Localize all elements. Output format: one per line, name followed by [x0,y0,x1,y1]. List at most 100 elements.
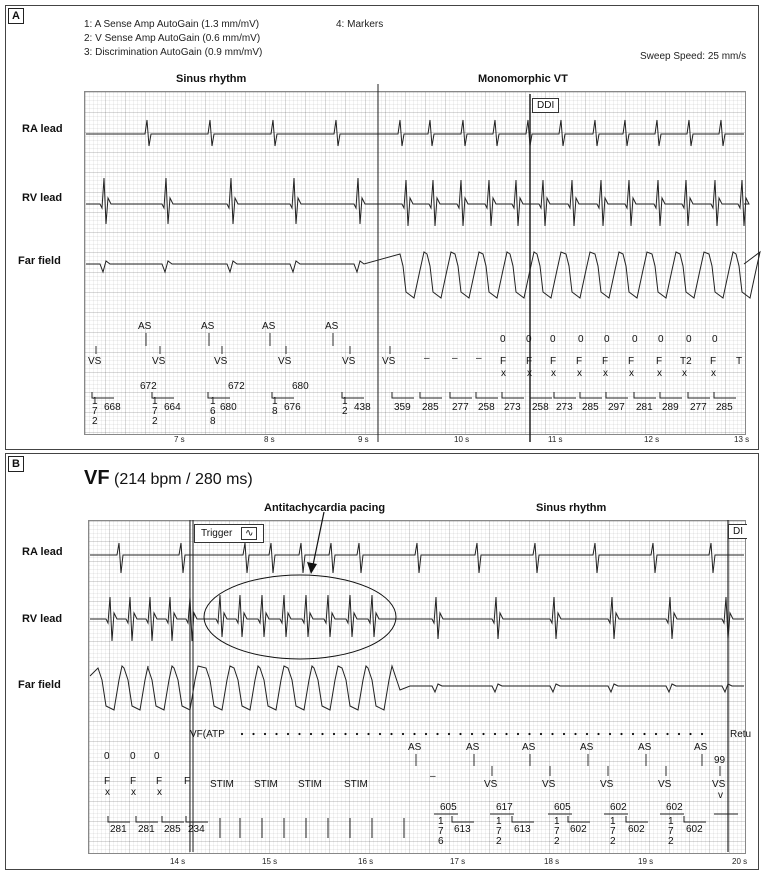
interval-bracket-bottom [511,816,534,823]
lead-label-far-field-b: Far field [18,679,61,691]
interval-stack: 8 [210,416,216,427]
interval-stack: 7 [152,406,158,417]
vf-atp-dot [482,732,485,736]
interval-top: 680 [292,381,309,392]
x-marker: x [551,368,556,379]
interval-bracket [449,392,472,399]
x-marker: x [157,787,162,798]
lead-label-ra: RA lead [22,123,63,135]
vf-atp-dot [562,732,566,736]
x-marker: x [501,368,506,379]
x-marker: x [105,787,110,798]
time-tick-label: 13 s [734,435,749,444]
x-marker: x [682,368,687,379]
stim-marker: STIM [254,779,278,790]
stim-marker: STIM [298,779,322,790]
x-marker: x [603,368,608,379]
interval-stack: 7 [438,826,444,837]
return-label: Retu [730,729,751,740]
lead-label-rv-b: RV lead [22,613,63,625]
as-marker: AS [138,321,152,332]
lead-label-ra-b: RA lead [22,546,63,558]
zero-marker: 0 [658,334,664,345]
vs-marker: VS [542,779,556,790]
trigger-label: Trigger [201,528,233,539]
vf-atp-dot [275,732,278,736]
vf-atp-dot [378,732,382,736]
ecg-grid-b [88,520,746,854]
vs-marker: VS [712,779,726,790]
vf-atp-dot [620,732,623,736]
time-tick-label: 9 s [358,435,369,444]
vf-atp-dot [252,732,255,736]
vs-marker: VS [88,356,102,367]
vf-atp-dot [677,732,681,736]
interval-value: 297 [608,402,625,413]
interval-value: 664 [164,402,181,413]
vf-atp-dot [597,732,600,736]
interval-value: 676 [284,402,301,413]
interval-value: 234 [188,824,205,835]
as-marker: AS [638,742,652,753]
zero-marker: 0 [604,334,610,345]
zero-marker: 0 [632,334,638,345]
trace-rv-a [86,177,750,227]
interval-value: 273 [556,402,573,413]
vs-marker: VS [152,356,166,367]
atp-arrow-line [311,511,325,571]
legend-line-3: 3: Discrimination AutoGain (0.9 mm/mV) [84,47,263,58]
interval-bracket [271,392,294,399]
interval-stack: 2 [92,416,98,427]
interval-value: 602 [686,824,703,835]
stim-marker: STIM [344,779,368,790]
legend-line-2: 2: V Sense Amp AutoGain (0.6 mm/mV) [84,33,261,44]
interval-stack: 7 [92,406,98,417]
vf-atp-dot [493,732,497,736]
f-marker: F [156,776,162,787]
as-marker: AS [201,321,215,332]
interval-top: 672 [228,381,245,392]
as-marker: AS [262,321,276,332]
interval-bracket [687,392,710,399]
vf-atp-dot [309,732,313,736]
annotation-atp: Antitachycardia pacing [264,502,386,514]
as-marker: AS [408,742,422,753]
f-marker: F [602,356,608,367]
vf-atp-dot [413,732,416,736]
vs-marker: VS [342,356,356,367]
lead-label-rv: RV lead [22,192,63,204]
trace-ra-b [90,542,744,574]
t-marker: T [736,356,742,367]
panel-a: A 1: A Sense Amp AutoGain (1.3 mm/mV) 2:… [5,5,761,450]
interval-value: 613 [454,824,471,835]
vf-atp-dot [263,732,267,736]
interval-stack: 6 [438,836,444,847]
interval-bracket [659,392,682,399]
vf-atp-dot [459,732,462,736]
interval-value: 613 [514,824,531,835]
interval-top: 672 [140,381,157,392]
panel-b: B VF (214 bpm / 280 ms) Antitachycardia … [5,453,759,870]
vf-atp-dot [654,732,658,736]
panel-b-label: B [8,456,24,472]
interval-value: 289 [662,402,679,413]
rhythm-title: VF (214 bpm / 280 ms) [84,467,253,490]
section-sinus-rhythm: Sinus rhythm [176,73,247,85]
f-marker: F [104,776,110,787]
interval-bracket-bottom [135,816,158,823]
time-tick-label: 20 s [732,857,747,866]
vf-atp-dot [240,732,244,736]
dash-marker: – [452,353,458,364]
interval-value: 438 [354,402,371,413]
interval-bracket [579,392,602,399]
time-tick-label: 15 s [262,857,277,866]
vf-atp-dot [574,732,577,736]
dash-marker: – [424,353,430,364]
vf-atp-label: VF(ATP [190,729,225,740]
x-marker: x [131,787,136,798]
interval-bracket [151,392,174,399]
vf-atp-dot [286,732,290,736]
x-marker: x [577,368,582,379]
legend-line-4: 4: Markers [336,19,384,30]
